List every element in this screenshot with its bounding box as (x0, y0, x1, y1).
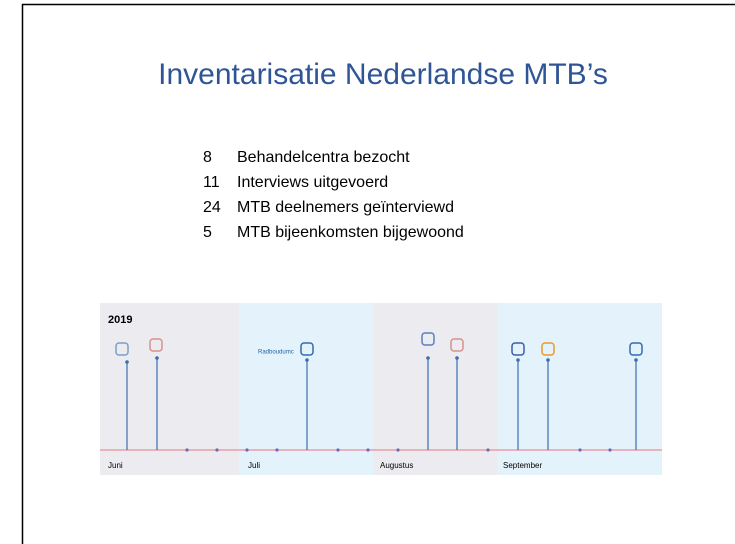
event-dot (516, 358, 520, 362)
month-panel (239, 303, 373, 475)
logo (115, 342, 129, 356)
item-number: 5 (203, 224, 212, 241)
axis-dot (608, 448, 612, 452)
item-text: MTB bijeenkomsten bijgewoond (237, 224, 464, 241)
month-panel (100, 303, 239, 475)
axis-dot (366, 448, 370, 452)
event-dot (455, 356, 459, 360)
month-label: September (503, 461, 542, 470)
axis-dot (578, 448, 582, 452)
month-label: Juli (248, 461, 260, 470)
logo (629, 342, 643, 356)
axis-dot (245, 448, 249, 452)
item-number: 11 (203, 174, 220, 191)
event-dot (305, 358, 309, 362)
month-panel (497, 303, 662, 475)
event-dot (155, 356, 159, 360)
logo-label: Radboudumc (258, 350, 294, 356)
slide-title: Inventarisatie Nederlandse MTB’s (158, 58, 608, 91)
item-number: 24 (203, 199, 221, 216)
axis-dot (486, 448, 490, 452)
event-dot (546, 358, 550, 362)
year-label: 2019 (108, 314, 132, 326)
axis-dot (185, 448, 189, 452)
month-label: Juni (108, 461, 123, 470)
logo (450, 338, 464, 352)
event-dot (426, 356, 430, 360)
item-text: Interviews uitgevoerd (237, 174, 388, 191)
month-panel (373, 303, 497, 475)
axis-dot (396, 448, 400, 452)
logo (511, 342, 525, 356)
logo (421, 332, 435, 346)
month-label: Augustus (380, 461, 413, 470)
axis-dot (275, 448, 279, 452)
event-dot (125, 360, 129, 364)
logo (541, 342, 555, 356)
item-text: Behandelcentra bezocht (237, 149, 410, 166)
axis-dot (215, 448, 219, 452)
logo (149, 338, 163, 352)
logo (300, 342, 314, 356)
item-number: 8 (203, 149, 212, 166)
axis-dot (336, 448, 340, 452)
item-text: MTB deelnemers geïnterviewd (237, 199, 454, 216)
event-dot (634, 358, 638, 362)
timeline: 2019 Radboudumc (100, 303, 662, 475)
